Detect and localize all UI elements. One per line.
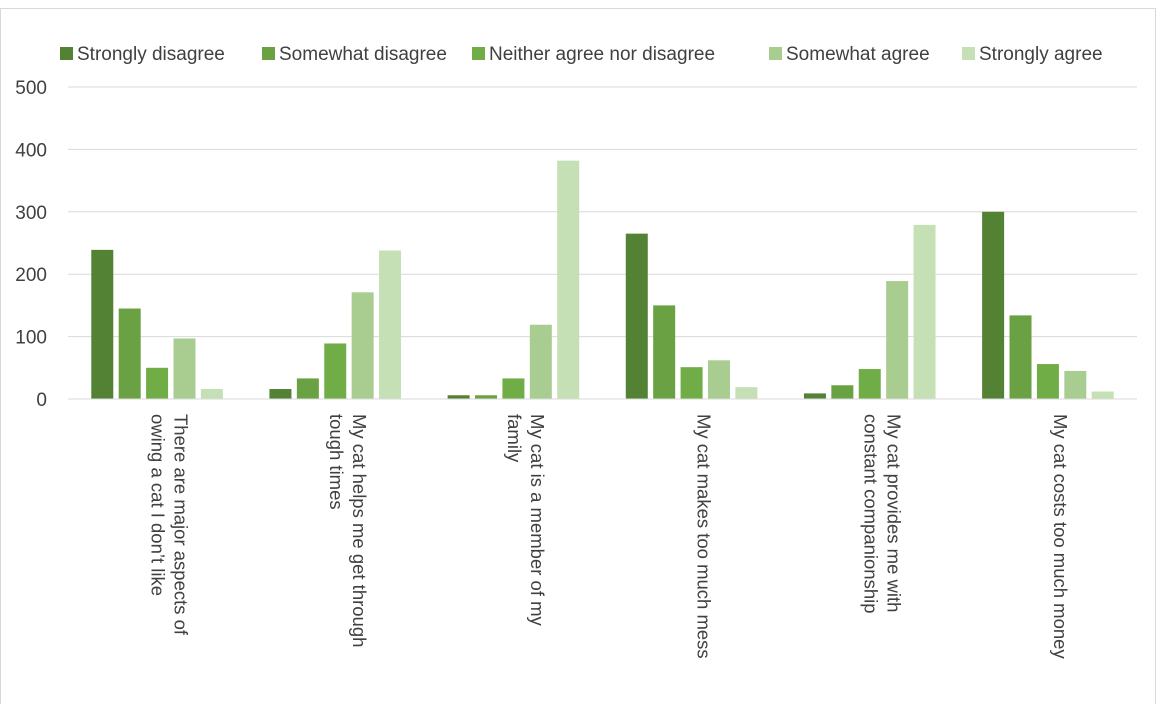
category-label-line: There are major aspects of: [171, 414, 192, 636]
category-label: My cat costs too much money: [1050, 414, 1071, 659]
bar: [146, 367, 169, 399]
bar: [858, 369, 881, 399]
bar: [982, 211, 1005, 399]
bar: [324, 343, 347, 399]
bar: [803, 393, 826, 399]
y-tick-label: 0: [36, 390, 47, 411]
legend-item: Strongly agree: [962, 44, 1103, 65]
bar: [118, 308, 141, 399]
bar: [913, 224, 936, 399]
legend-item: Somewhat agree: [769, 44, 930, 65]
bar: [447, 395, 470, 399]
bar: [1009, 315, 1032, 399]
bar: [735, 387, 758, 399]
y-tick-label: 300: [15, 203, 47, 224]
y-tick-label: 500: [15, 78, 47, 99]
bar: [351, 292, 374, 399]
category-label-line: constant companionship: [860, 414, 881, 614]
category-label-line: tough times: [326, 414, 347, 510]
bar: [1091, 391, 1114, 399]
bar: [379, 250, 402, 399]
legend-item: Strongly disagree: [60, 44, 225, 65]
legend-label: Somewhat agree: [786, 44, 930, 65]
category-label-line: My cat is a member of my: [527, 414, 548, 627]
bar: [296, 378, 319, 399]
legend-swatch: [962, 47, 975, 60]
chart-frame: [0, 8, 1156, 704]
bar: [831, 385, 854, 399]
bar: [1036, 364, 1059, 399]
legend-item: Neither agree nor disagree: [472, 44, 715, 65]
category-label-line: owing a cat I don’t like: [148, 414, 169, 596]
bar: [475, 395, 498, 399]
category-label-line: My cat makes too much mess: [694, 414, 715, 659]
bar: [653, 305, 676, 399]
legend: Strongly disagree Somewhat disagree Neithe…: [60, 44, 1103, 65]
category-label-line: My cat provides me with: [883, 414, 904, 612]
bar: [557, 160, 580, 399]
category-label-line: family: [504, 414, 525, 463]
bar: [886, 281, 909, 399]
category-label-line: My cat helps me get through: [349, 414, 370, 647]
legend-swatch: [60, 47, 73, 60]
legend-swatch: [472, 47, 485, 60]
y-tick-label: 200: [15, 265, 47, 286]
gridlines: [68, 86, 1137, 338]
bar: [707, 360, 730, 399]
legend-swatch: [769, 47, 782, 60]
bar: [502, 378, 525, 399]
bars: [91, 160, 1114, 399]
y-tick-label: 400: [15, 140, 47, 161]
category-label: My cat makes too much mess: [694, 414, 715, 659]
bar: [91, 249, 114, 399]
bar: [173, 338, 196, 399]
bar: [1064, 370, 1087, 399]
bar: [625, 233, 648, 399]
legend-label: Neither agree nor disagree: [489, 44, 715, 65]
category-label-line: My cat costs too much money: [1050, 414, 1071, 659]
bar: [200, 389, 223, 399]
legend-label: Strongly agree: [979, 44, 1103, 65]
bar: [529, 324, 552, 399]
legend-item: Somewhat disagree: [262, 44, 447, 65]
bar: [269, 389, 292, 399]
y-axis-ticks: 0 100 200 300 400 500: [15, 78, 47, 411]
legend-label: Somewhat disagree: [279, 44, 447, 65]
legend-swatch: [262, 47, 275, 60]
legend-label: Strongly disagree: [77, 44, 225, 65]
bar: [680, 367, 703, 399]
y-tick-label: 100: [15, 328, 47, 349]
